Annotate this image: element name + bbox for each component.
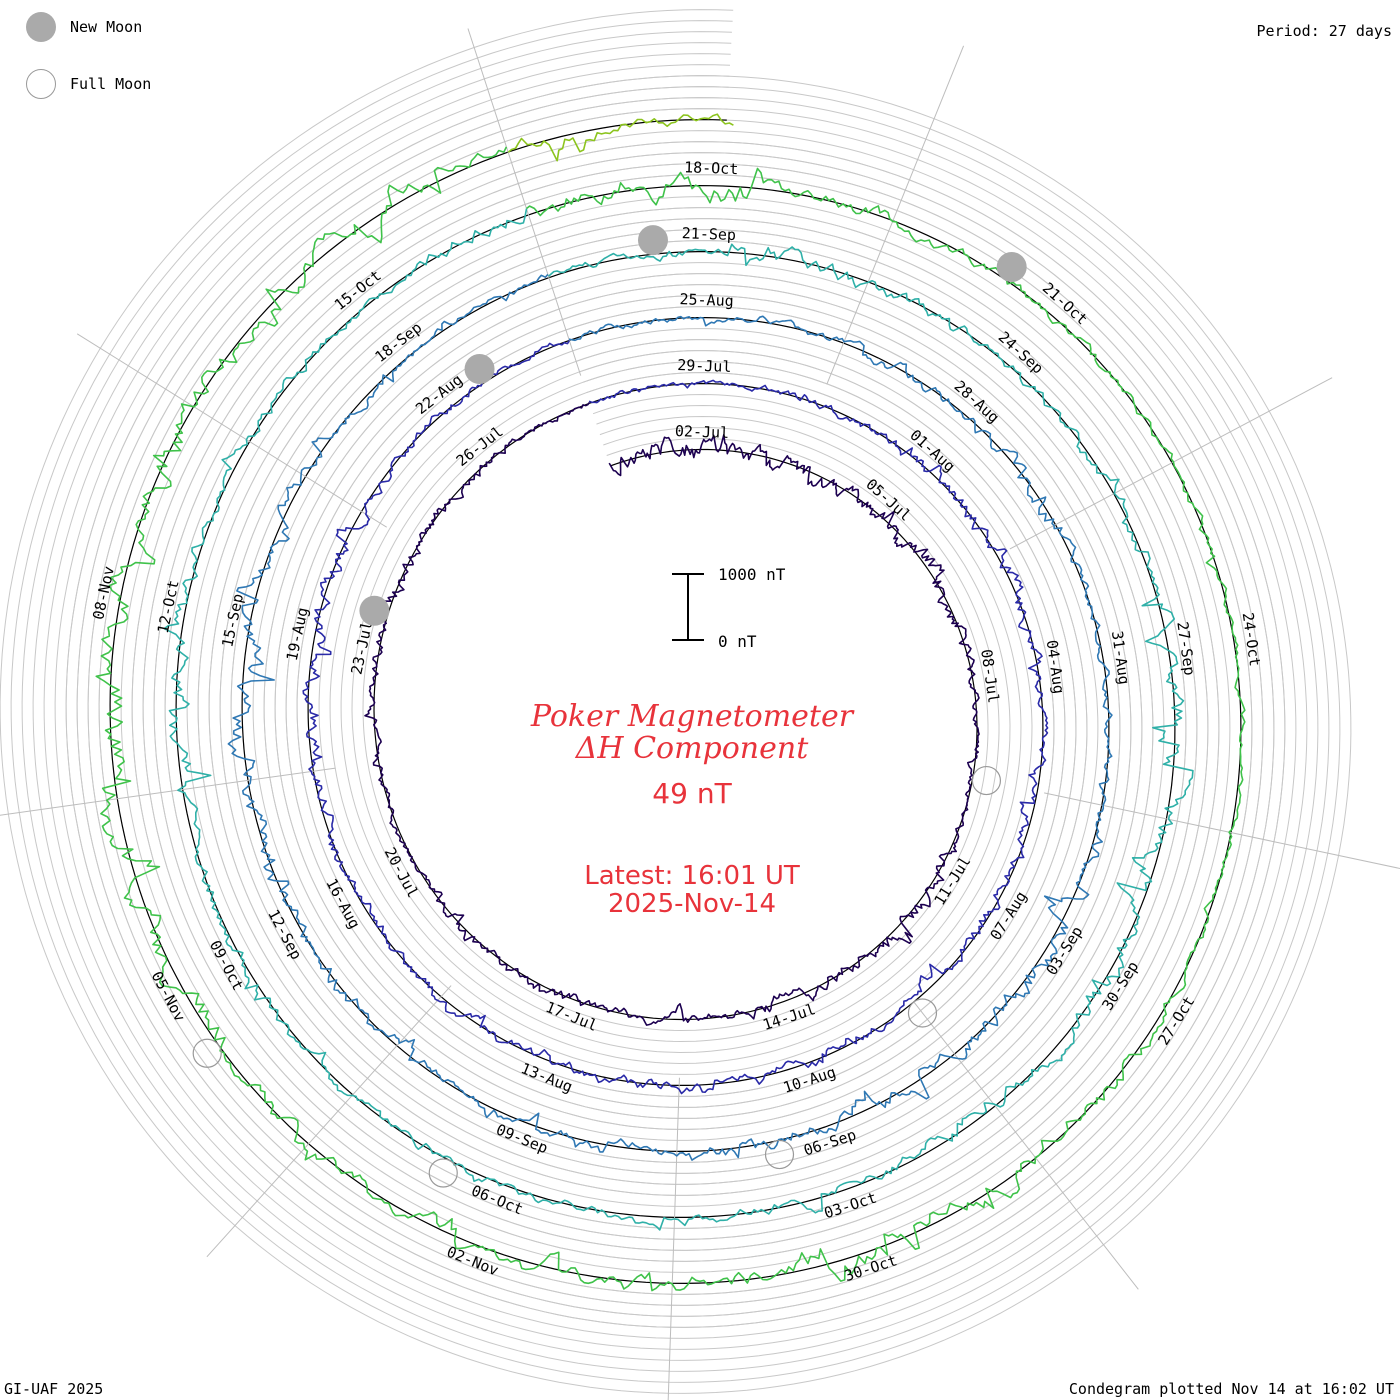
period-label: Period: 27 days	[1256, 22, 1392, 40]
current-value: 49 nT	[652, 777, 732, 810]
full-moon-marker	[192, 1038, 222, 1068]
grid-spoke	[826, 45, 965, 385]
grid-spoke	[76, 333, 387, 528]
grid-spiral	[54, 64, 1297, 1339]
new-moon-icon	[26, 12, 56, 42]
date-label: 12-Sep	[264, 906, 305, 962]
grid-spiral	[21, 31, 1330, 1372]
date-label: 02-Jul	[675, 422, 730, 442]
date-label: 18-Sep	[372, 318, 426, 366]
date-label: 21-Sep	[682, 224, 737, 244]
legend-new-moon: New Moon	[26, 12, 142, 42]
date-label: 06-Oct	[469, 1181, 526, 1218]
date-label: 30-Oct	[842, 1251, 899, 1285]
series-line-rotation-1	[364, 401, 980, 1026]
date-label: 27-Sep	[1173, 620, 1198, 676]
date-label: 18-Oct	[684, 158, 739, 178]
moon-layer	[192, 225, 1027, 1188]
new-moon-marker	[359, 595, 390, 626]
scale-top-label: 1000 nT	[718, 565, 786, 584]
date-label: 09-Oct	[206, 937, 247, 993]
full-moon-icon	[26, 69, 56, 99]
date-label: 16-Aug	[322, 875, 363, 931]
grid-spiral	[0, 9, 1352, 1394]
date-label: 08-Nov	[89, 565, 118, 622]
date-label: 21-Oct	[1039, 279, 1091, 329]
grid-spiral	[10, 20, 1341, 1383]
new-moon-marker	[996, 252, 1027, 283]
date-label: 04-Aug	[1043, 639, 1068, 695]
date-label: 26-Jul	[453, 423, 507, 471]
series-line-rotation-6	[507, 113, 734, 162]
date-label: 23-Jul	[347, 619, 376, 676]
grid-spiral	[32, 42, 1319, 1361]
date-label: 27-Oct	[1154, 993, 1198, 1048]
latest-date: 2025-Nov-14	[608, 889, 776, 919]
scale-bar: 1000 nT 0 nT	[672, 565, 786, 651]
date-label: 15-Oct	[331, 266, 385, 314]
date-label: 10-Aug	[781, 1063, 838, 1097]
scale-bottom-label: 0 nT	[718, 632, 757, 651]
date-label: 02-Nov	[444, 1243, 501, 1280]
latest-time: Latest: 16:01 UT	[584, 861, 800, 891]
new-moon-marker	[464, 354, 495, 385]
date-label: 30-Sep	[1098, 958, 1142, 1013]
date-label: 05-Nov	[148, 968, 189, 1024]
date-label: 24-Sep	[995, 328, 1047, 378]
chart-subtitle: ΔH Component	[575, 731, 809, 766]
series-layer	[95, 113, 1246, 1292]
series-line-rotation-3	[227, 273, 1113, 1161]
date-label: 07-Aug	[986, 888, 1030, 943]
date-label: 09-Sep	[493, 1120, 550, 1157]
grid-spoke	[913, 1001, 1139, 1290]
series-line-rotation-4	[163, 208, 1194, 1231]
date-label: 19-Aug	[283, 606, 312, 663]
grid-layer	[0, 9, 1400, 1400]
chart-title: Poker Magnetometer	[530, 699, 855, 734]
date-label: 08-Jul	[977, 648, 1002, 704]
series-line-rotation-2	[302, 340, 1049, 1095]
grid-spoke	[467, 28, 582, 376]
footer-credit: GI-UAF 2025	[4, 1380, 104, 1398]
date-label: 17-Jul	[543, 998, 600, 1035]
date-label: 20-Jul	[381, 844, 422, 900]
full-moon-marker	[971, 765, 1002, 796]
date-label: 25-Aug	[679, 290, 734, 310]
full-moon-marker	[907, 998, 938, 1028]
grid-spoke	[0, 767, 336, 816]
footer-plotted: Condegram plotted Nov 14 at 16:02 UT	[1068, 1380, 1394, 1398]
date-label: 29-Jul	[677, 356, 732, 376]
date-label: 28-Aug	[951, 377, 1003, 427]
date-label: 05-Jul	[862, 475, 914, 525]
date-label: 06-Sep	[801, 1126, 858, 1160]
full-moon-marker	[764, 1139, 795, 1170]
full-moon-label: Full Moon	[70, 75, 152, 93]
grid-spoke	[1009, 377, 1333, 550]
date-label: 31-Aug	[1108, 630, 1133, 686]
date-label: 22-Aug	[412, 371, 466, 419]
new-moon-marker	[637, 225, 668, 256]
new-moon-label: New Moon	[70, 18, 143, 36]
legend-full-moon: Full Moon	[26, 69, 151, 99]
date-label: 14-Jul	[761, 1000, 818, 1034]
date-label: 01-Aug	[906, 426, 958, 476]
grid-spoke	[206, 985, 452, 1258]
series-line-rotation-5	[95, 146, 1246, 1292]
date-label: 24-Oct	[1239, 611, 1264, 667]
grid-spoke	[667, 1077, 680, 1400]
full-moon-marker	[428, 1158, 458, 1188]
date-label: 15-Sep	[218, 592, 247, 649]
